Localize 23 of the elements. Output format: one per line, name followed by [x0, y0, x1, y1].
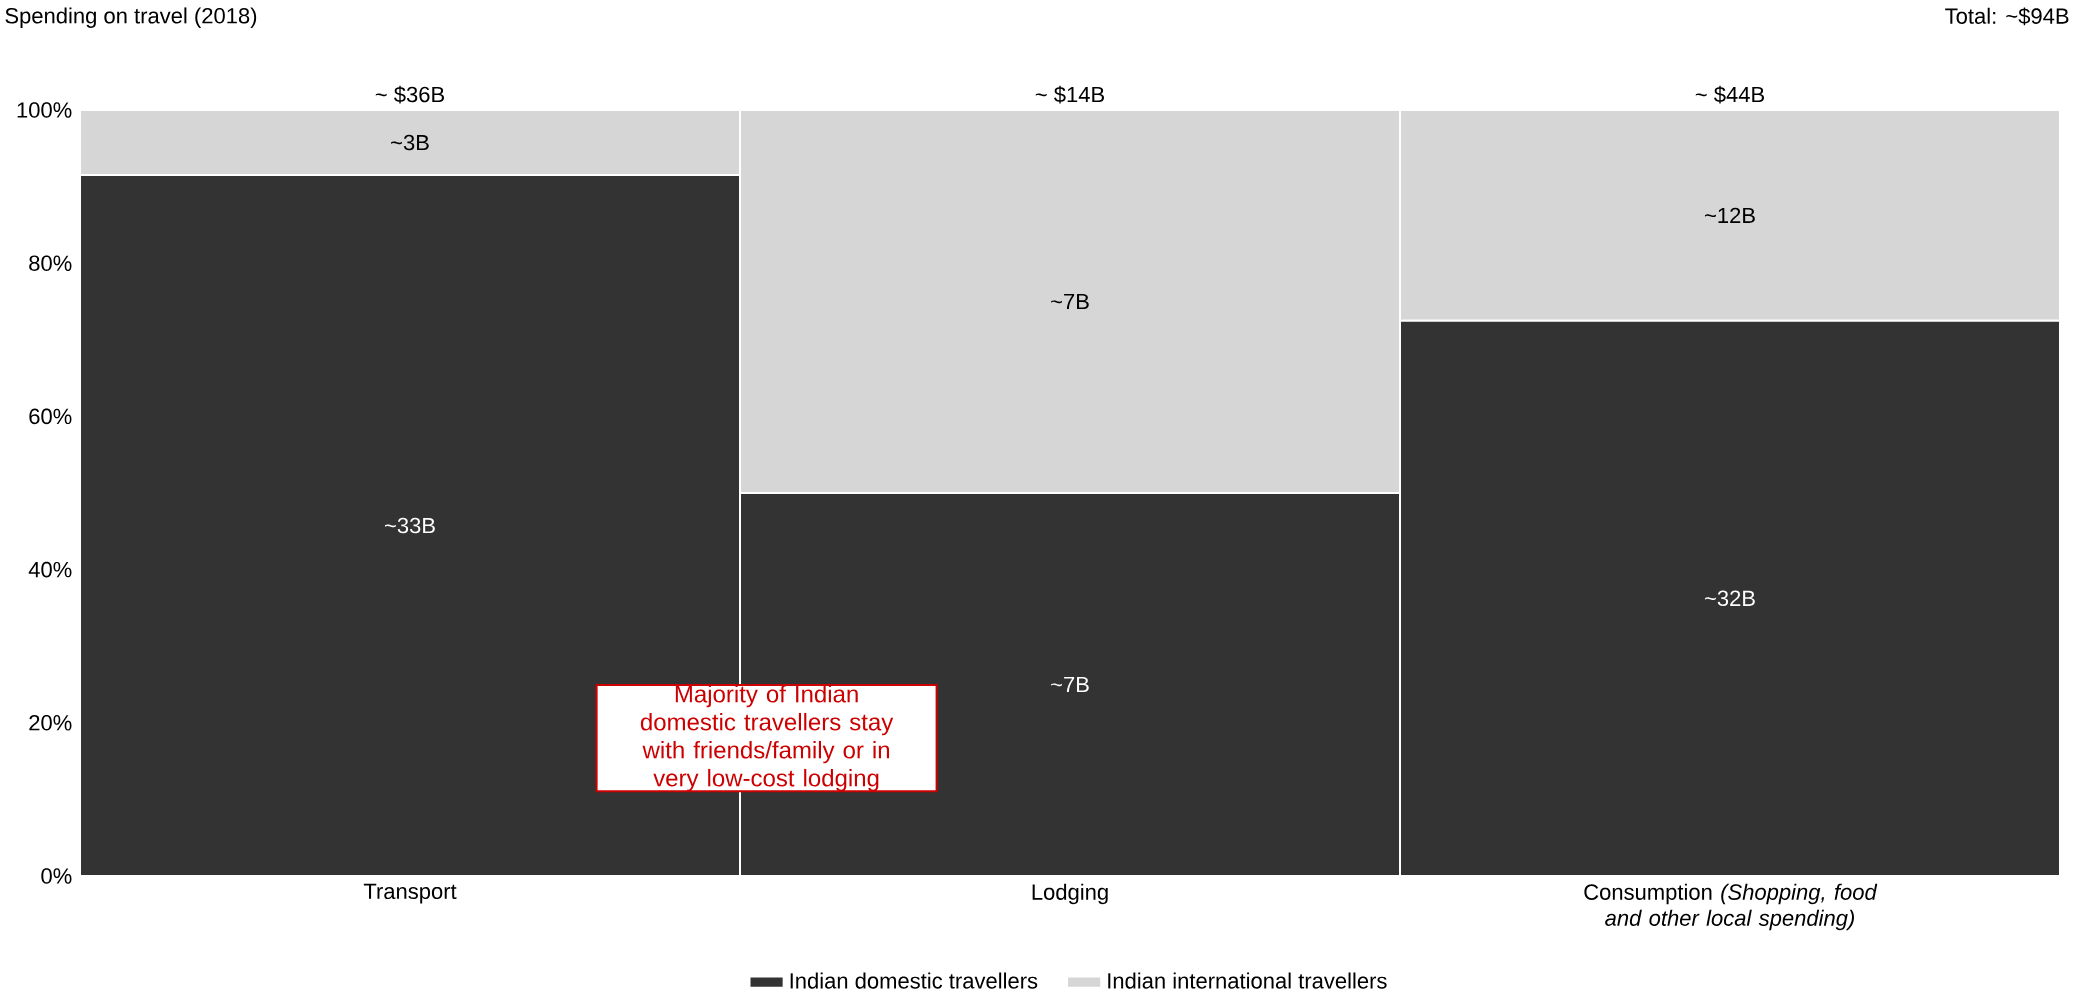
legend-label: Indian international travellers [1108, 972, 1387, 989]
text: ~ $44B [1695, 85, 1764, 104]
annotation: ~32B [1704, 590, 1755, 607]
y-tick-label: 0% [41, 868, 72, 884]
x-tick-label: Consumption (Shopping, food and other local spending) [1584, 883, 1878, 931]
annotation: ~12B [1704, 207, 1755, 223]
legend-label: Indian domestic travellers [790, 972, 1038, 989]
chart-title: Spending on travel (2018) [5, 7, 257, 28]
annotation: ~33B [384, 517, 435, 534]
text: ~ $36B [375, 85, 444, 104]
x-tick-label: Lodging [1032, 883, 1108, 905]
text: Total: ~$94B [1945, 7, 2069, 26]
annotation: Majority of Indian domestic travellers stay with friends/family or in very low-cost lodging [640, 684, 894, 792]
y-tick-label: 40% [28, 561, 72, 578]
annotation: ~3B [391, 134, 429, 151]
y-tick-label: 100% [17, 102, 72, 118]
annotation: ~7B [1051, 293, 1089, 310]
text: ~ $14B [1035, 85, 1104, 104]
x-tick-label: Transport [363, 883, 457, 904]
y-tick-label: 60% [29, 408, 72, 425]
y-tick-label: 80% [29, 255, 72, 271]
y-tick-label: 20% [29, 715, 72, 731]
annotation: ~7B [1051, 676, 1089, 693]
